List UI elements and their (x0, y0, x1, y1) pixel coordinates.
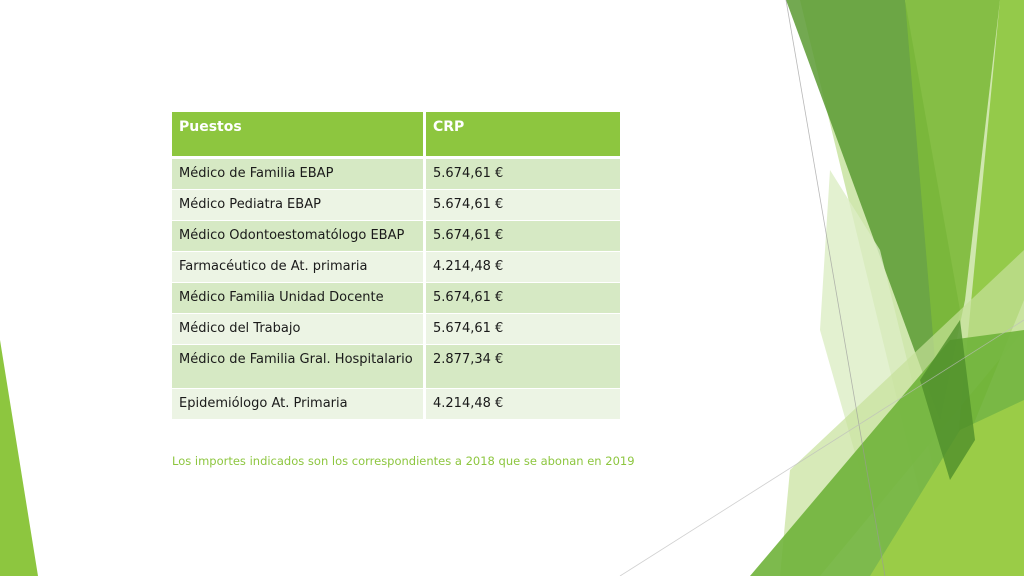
cell-crp: 5.674,61 € (423, 314, 620, 345)
table-header-row: Puestos CRP (172, 112, 620, 159)
table-row: Médico Odontoestomatólogo EBAP 5.674,61 … (172, 221, 620, 252)
cell-puesto: Farmacéutico de At. primaria (172, 252, 423, 283)
table-row: Médico de Familia Gral. Hospitalario 2.8… (172, 345, 620, 389)
cell-crp: 5.674,61 € (423, 221, 620, 252)
decor-line-1 (785, 0, 886, 576)
footnote: Los importes indicados son los correspon… (172, 454, 635, 468)
cell-puesto: Médico de Familia Gral. Hospitalario (172, 345, 423, 389)
decor-line-2 (619, 319, 1024, 576)
cell-puesto: Epidemiólogo At. Primaria (172, 389, 423, 420)
cell-crp: 5.674,61 € (423, 159, 620, 190)
left-edge-shape (0, 340, 38, 576)
cell-puesto: Médico Odontoestomatólogo EBAP (172, 221, 423, 252)
cell-crp: 5.674,61 € (423, 283, 620, 314)
cell-crp: 5.674,61 € (423, 190, 620, 221)
header-puestos: Puestos (172, 112, 423, 159)
crp-table: Puestos CRP Médico de Familia EBAP 5.674… (172, 112, 620, 420)
header-crp: CRP (423, 112, 620, 159)
cell-puesto: Médico de Familia EBAP (172, 159, 423, 190)
table-row: Epidemiólogo At. Primaria 4.214,48 € (172, 389, 620, 420)
decor-facet-mid-1 (905, 0, 1000, 420)
table-row: Farmacéutico de At. primaria 4.214,48 € (172, 252, 620, 283)
table-row: Médico Familia Unidad Docente 5.674,61 € (172, 283, 620, 314)
table-row: Médico de Familia EBAP 5.674,61 € (172, 159, 620, 190)
table-row: Médico Pediatra EBAP 5.674,61 € (172, 190, 620, 221)
cell-puesto: Médico Pediatra EBAP (172, 190, 423, 221)
cell-crp: 4.214,48 € (423, 252, 620, 283)
cell-puesto: Médico del Trabajo (172, 314, 423, 345)
table-row: Médico del Trabajo 5.674,61 € (172, 314, 620, 345)
decor-facet-bright (870, 400, 1024, 576)
cell-crp: 4.214,48 € (423, 389, 620, 420)
cell-puesto: Médico Familia Unidad Docente (172, 283, 423, 314)
cell-crp: 2.877,34 € (423, 345, 620, 389)
